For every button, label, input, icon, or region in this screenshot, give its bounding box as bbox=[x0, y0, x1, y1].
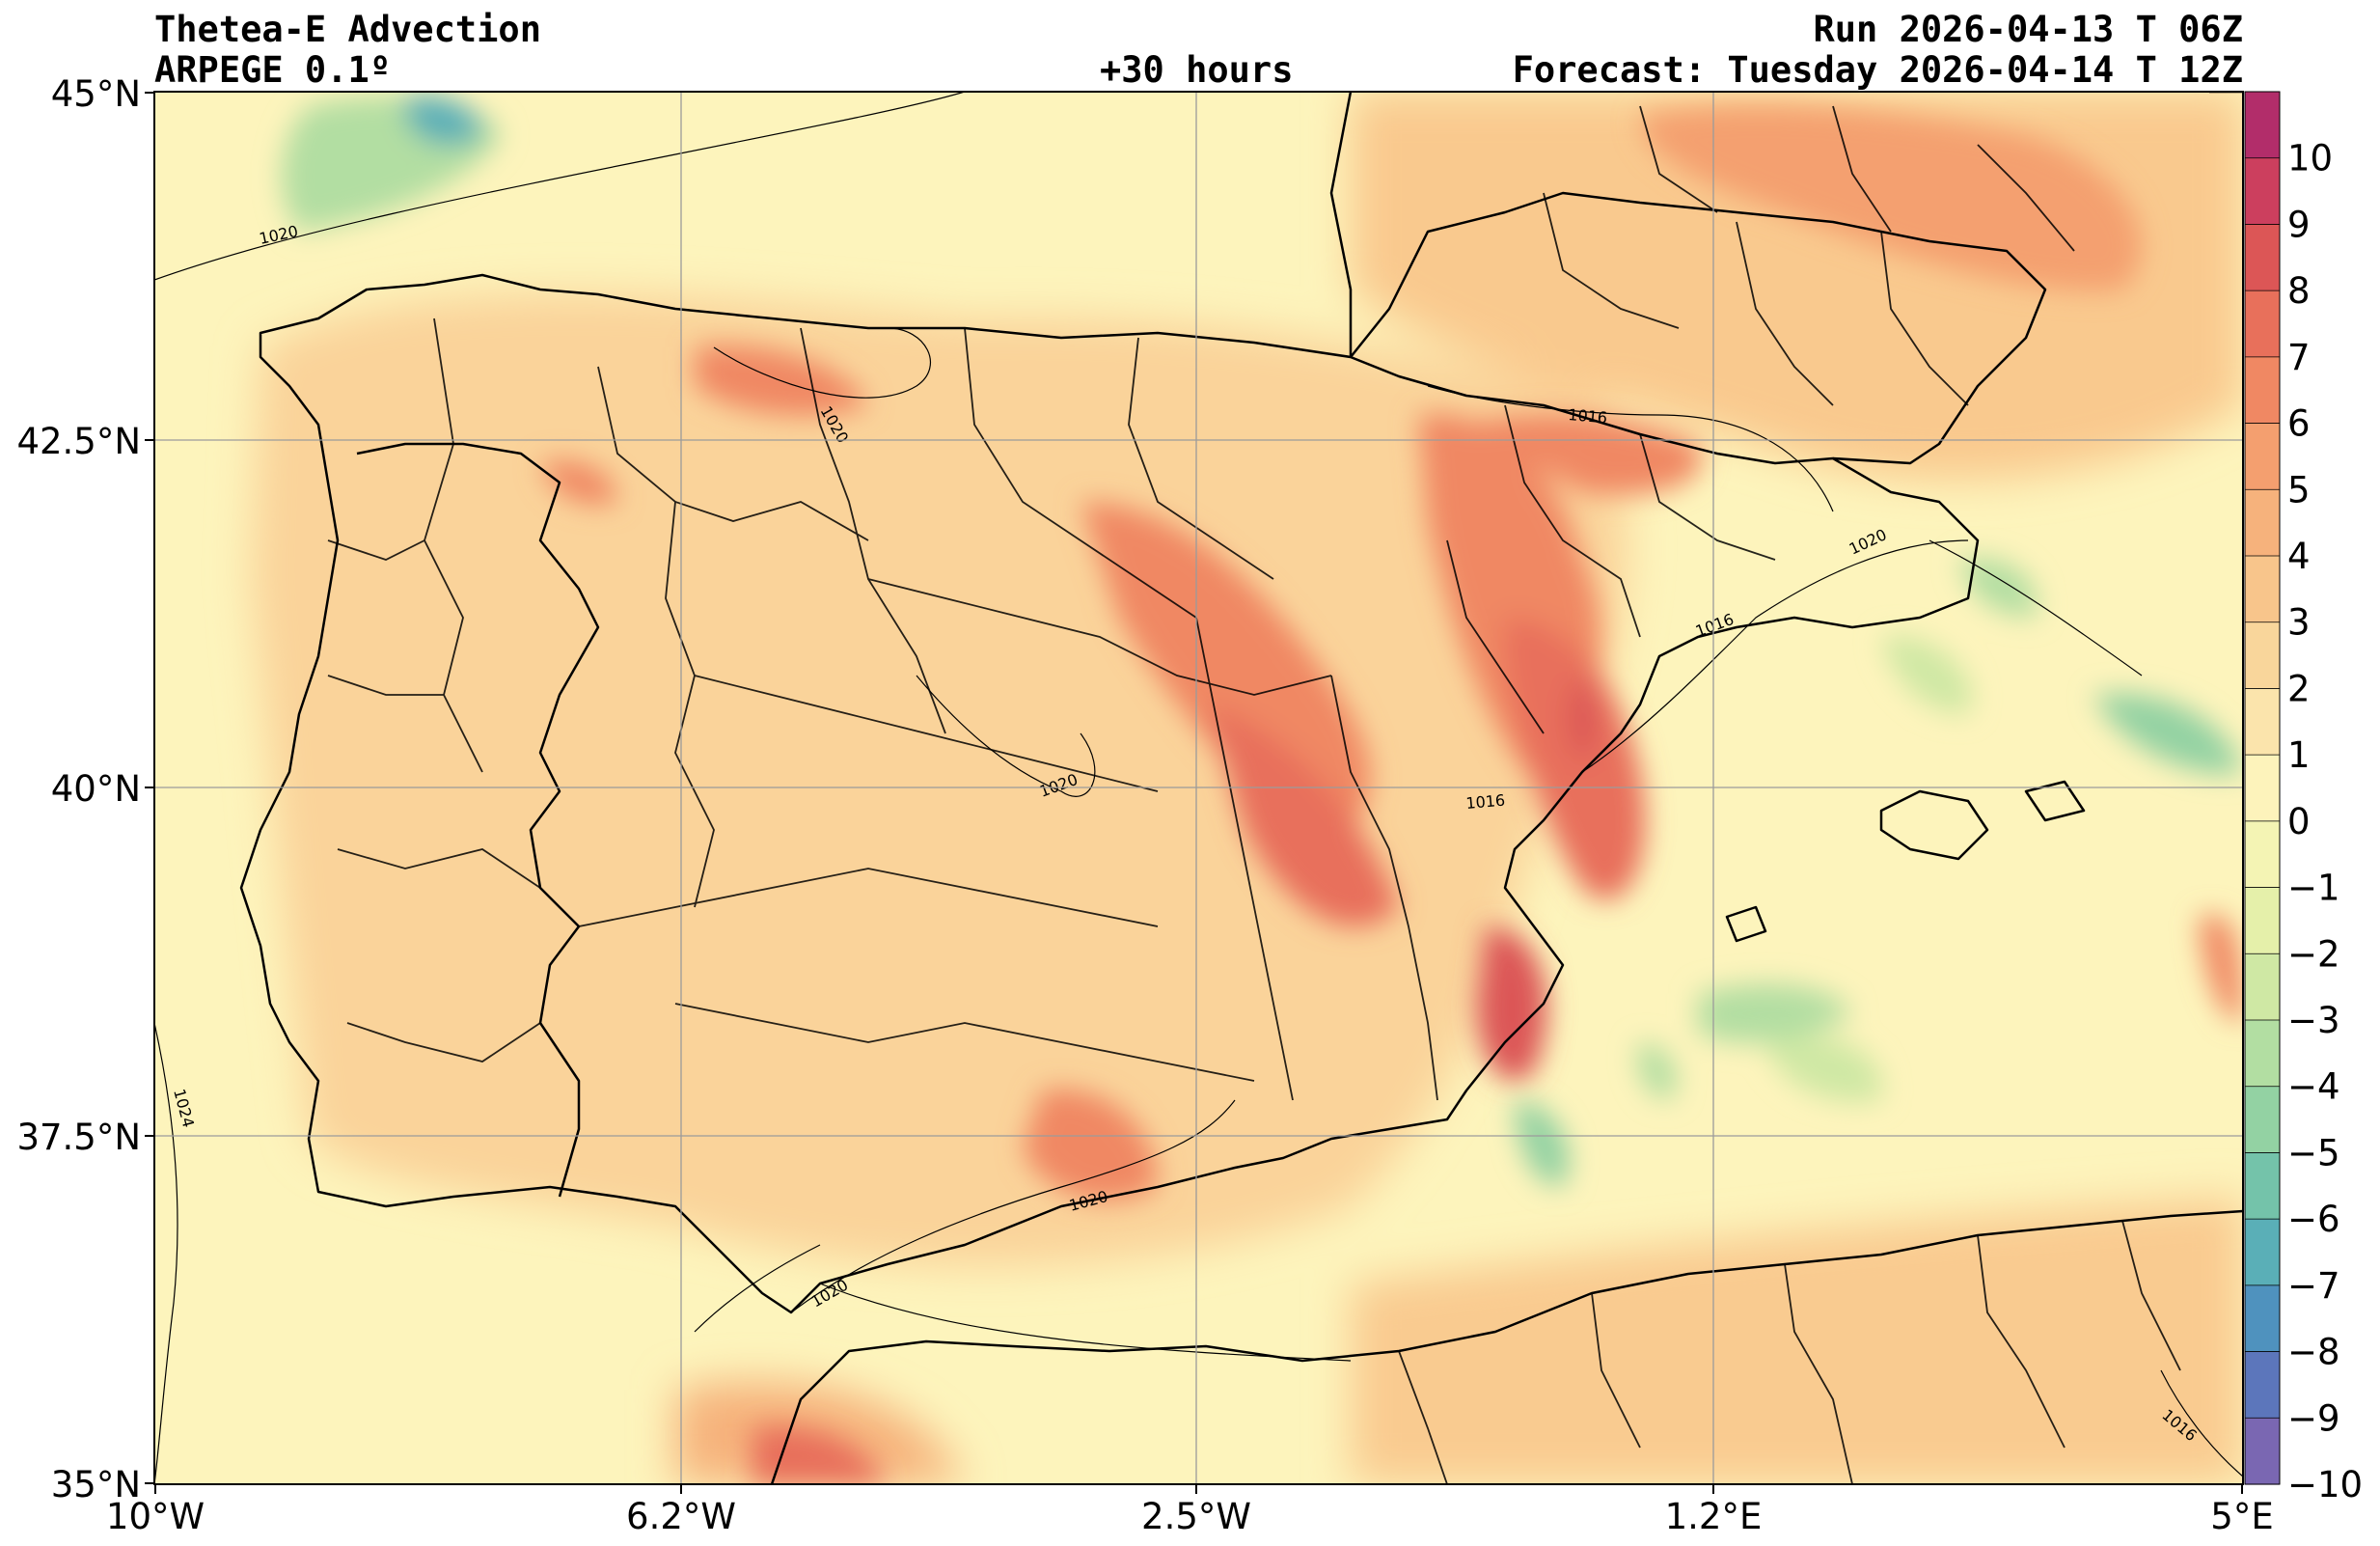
forecast-label: Forecast: Tuesday 2026-04-14 T 12Z bbox=[1512, 49, 2243, 91]
isobar-1020-sw bbox=[694, 1244, 821, 1333]
colorbar-label: −9 bbox=[2287, 1397, 2340, 1439]
lon-labels: 10°W 6.2°W 2.5°W 1.2°E 5°E bbox=[106, 1496, 2274, 1537]
isobar-1016-se bbox=[2160, 1369, 2243, 1477]
colorbar-swatch bbox=[2245, 290, 2280, 358]
lat-label: 35°N bbox=[51, 1464, 141, 1505]
colorbar-swatch bbox=[2245, 953, 2280, 1021]
colorbar-label: 0 bbox=[2287, 801, 2311, 842]
cold-field bbox=[281, 96, 2243, 1187]
colorbar-frame bbox=[2244, 91, 2281, 1485]
isobar-1016-coast bbox=[1581, 539, 1969, 773]
colorbar-swatch bbox=[2245, 755, 2280, 822]
colorbar-swatch bbox=[2245, 489, 2280, 557]
province-borders bbox=[327, 105, 2181, 1484]
colorbar-swatch bbox=[2245, 1418, 2280, 1485]
isobar-1016-east bbox=[1427, 385, 1834, 512]
colorbar-label: 2 bbox=[2287, 668, 2311, 709]
isobar-1020-north bbox=[154, 92, 966, 281]
isobar-1020-center bbox=[713, 327, 931, 399]
colorbar-label: −3 bbox=[2287, 1000, 2340, 1041]
lon-label: 6.2°W bbox=[626, 1496, 736, 1537]
colorbar-swatch bbox=[2245, 1086, 2280, 1154]
lon-label: 2.5°W bbox=[1141, 1496, 1251, 1537]
colorbar-swatch bbox=[2245, 1284, 2280, 1353]
colorbar-label: −5 bbox=[2287, 1132, 2340, 1173]
colorbar-swatch bbox=[2245, 92, 2280, 159]
colorbar-label: −7 bbox=[2287, 1265, 2340, 1307]
colorbar-label: −1 bbox=[2287, 868, 2340, 909]
lat-label: 40°N bbox=[51, 768, 141, 810]
isobar-label: 1016 bbox=[1568, 405, 1608, 427]
colorbar-label: −2 bbox=[2287, 933, 2340, 975]
colorbar-swatch bbox=[2245, 556, 2280, 623]
colorbar-label: 7 bbox=[2287, 337, 2311, 378]
colorbar-swatch bbox=[2245, 1020, 2280, 1088]
colorbar-label: 5 bbox=[2287, 469, 2311, 511]
axis-ticks bbox=[145, 92, 2243, 1494]
colorbar-swatch bbox=[2245, 423, 2280, 490]
lon-label: 1.2°E bbox=[1665, 1496, 1763, 1537]
lat-label: 45°N bbox=[51, 73, 141, 115]
colorbar-label: 8 bbox=[2287, 270, 2311, 312]
model-label: ARPEGE 0.1º bbox=[154, 49, 392, 91]
colorbar-swatch bbox=[2245, 688, 2280, 756]
lat-labels: 45°N 42.5°N 40°N 37.5°N 35°N bbox=[16, 73, 141, 1505]
africa-coast bbox=[770, 1209, 2243, 1484]
lead-time-label: +30 hours bbox=[1100, 49, 1294, 91]
colorbar-swatch bbox=[2245, 1152, 2280, 1220]
colorbar-label: −4 bbox=[2287, 1066, 2340, 1108]
isobar-1020-mid bbox=[916, 675, 1096, 797]
isobar-1016-ne bbox=[1929, 539, 2143, 676]
iberia-coastline bbox=[239, 273, 1980, 1314]
isobar-1024-west bbox=[154, 1022, 178, 1484]
colorbar-label: 3 bbox=[2287, 602, 2311, 644]
lon-label: 10°W bbox=[106, 1496, 205, 1537]
colorbar-label: 10 bbox=[2287, 138, 2333, 179]
colorbar-label: 6 bbox=[2287, 403, 2311, 445]
colorbar-swatch bbox=[2245, 224, 2280, 291]
borders bbox=[239, 92, 2243, 1484]
chart-title: Thetea-E Advection bbox=[154, 9, 541, 50]
lat-label: 42.5°N bbox=[16, 421, 141, 462]
lon-label: 5°E bbox=[2210, 1496, 2273, 1537]
colorbar-swatch bbox=[2245, 356, 2280, 425]
colorbar-swatch bbox=[2245, 157, 2280, 226]
colorbar-swatch bbox=[2245, 621, 2280, 690]
map-plot-area: 1020 1020 1020 1020 1016 1016 1016 1024 … bbox=[154, 92, 2243, 1484]
colorbar-swatch bbox=[2245, 1351, 2280, 1419]
colorbar-swatch bbox=[2245, 1219, 2280, 1286]
colorbar-label: −8 bbox=[2287, 1332, 2340, 1373]
lat-label: 37.5°N bbox=[16, 1117, 141, 1158]
colorbar-label: 1 bbox=[2287, 734, 2311, 776]
advection-field bbox=[251, 92, 2243, 1484]
isobar-1016-south bbox=[819, 1283, 1352, 1362]
colorbar-label: 9 bbox=[2287, 204, 2311, 245]
isobars bbox=[154, 92, 2243, 1484]
colorbar-label: −10 bbox=[2287, 1464, 2363, 1505]
isobar-label: 1016 bbox=[1465, 791, 1506, 813]
run-label: Run 2026-04-13 T 06Z bbox=[1813, 9, 2243, 50]
graticule bbox=[154, 92, 2243, 1484]
colorbar-swatch bbox=[2245, 820, 2280, 889]
colorbar-label: −6 bbox=[2287, 1199, 2340, 1240]
balearics bbox=[1725, 780, 2086, 943]
colorbar-swatch bbox=[2245, 887, 2280, 954]
colorbar-label: 4 bbox=[2287, 536, 2311, 577]
